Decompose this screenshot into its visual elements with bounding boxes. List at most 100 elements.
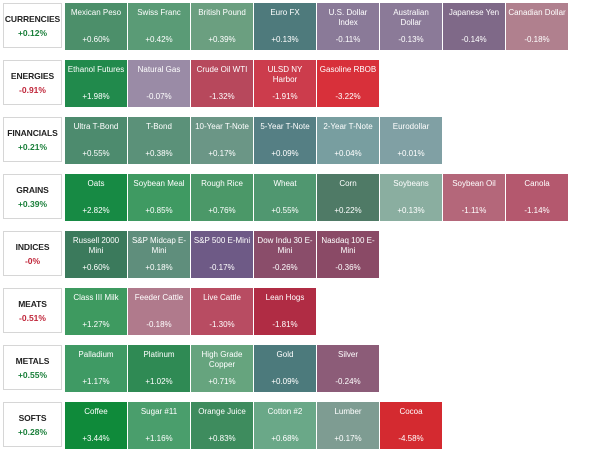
- tile-ulsd-ny-harbor[interactable]: ULSD NY Harbor -1.91%: [254, 60, 316, 107]
- group-summary[interactable]: SOFTS +0.28%: [3, 402, 62, 447]
- tile-change: +0.38%: [145, 149, 173, 158]
- tile-lumber[interactable]: Lumber +0.17%: [317, 402, 379, 449]
- tile-5-year-t-note[interactable]: 5-Year T-Note +0.09%: [254, 117, 316, 164]
- tile-name: Nasdaq 100 E-Mini: [321, 236, 375, 255]
- tile-change: +3.44%: [82, 434, 110, 443]
- tile-u-s-dollar-index[interactable]: U.S. Dollar Index -0.11%: [317, 3, 379, 50]
- group-summary[interactable]: FINANCIALS +0.21%: [3, 117, 62, 162]
- tile-change: -1.91%: [272, 92, 298, 101]
- tile-change: +0.76%: [208, 206, 236, 215]
- tile-change: -4.58%: [398, 434, 424, 443]
- tile-change: +1.98%: [82, 92, 110, 101]
- tile-ethanol-futures[interactable]: Ethanol Futures +1.98%: [65, 60, 127, 107]
- tile-name: Silver: [337, 350, 358, 359]
- tile-change: -0.36%: [335, 263, 361, 272]
- tile-name: Feeder Cattle: [134, 293, 184, 302]
- tile-name: Canola: [524, 179, 550, 188]
- group-summary[interactable]: CURRENCIES +0.12%: [3, 3, 62, 48]
- tile-name: Coffee: [84, 407, 108, 416]
- tile-silver[interactable]: Silver -0.24%: [317, 345, 379, 392]
- group-change: +0.21%: [17, 141, 48, 152]
- tile-name: Lean Hogs: [265, 293, 305, 302]
- tile-palladium[interactable]: Palladium +1.17%: [65, 345, 127, 392]
- tile-change: +0.55%: [82, 149, 110, 158]
- tile-japanese-yen[interactable]: Japanese Yen -0.14%: [443, 3, 505, 50]
- tile-change: +1.27%: [82, 320, 110, 329]
- tile-feeder-cattle[interactable]: Feeder Cattle -0.18%: [128, 288, 190, 335]
- tile-name: ULSD NY Harbor: [267, 65, 303, 84]
- tile-live-cattle[interactable]: Live Cattle -1.30%: [191, 288, 253, 335]
- tile-2-year-t-note[interactable]: 2-Year T-Note +0.04%: [317, 117, 379, 164]
- tile-class-iii-milk[interactable]: Class III Milk +1.27%: [65, 288, 127, 335]
- tile-sugar-11[interactable]: Sugar #11 +1.16%: [128, 402, 190, 449]
- tile-change: +0.55%: [271, 206, 299, 215]
- tile-rough-rice[interactable]: Rough Rice +0.76%: [191, 174, 253, 221]
- tile-australian-dollar[interactable]: Australian Dollar -0.13%: [380, 3, 442, 50]
- group-summary[interactable]: ENERGIES -0.91%: [3, 60, 62, 105]
- tile-change: +0.13%: [397, 206, 425, 215]
- group-summary[interactable]: INDICES -0%: [3, 231, 62, 276]
- tile-euro-fx[interactable]: Euro FX +0.13%: [254, 3, 316, 50]
- tile-nasdaq-100-e-mini[interactable]: Nasdaq 100 E-Mini -0.36%: [317, 231, 379, 278]
- tile-soybean-oil[interactable]: Soybean Oil -1.11%: [443, 174, 505, 221]
- tile-coffee[interactable]: Coffee +3.44%: [65, 402, 127, 449]
- tile-change: +1.02%: [145, 377, 173, 386]
- tile-name: Gold: [276, 350, 294, 359]
- tile-corn[interactable]: Corn +0.22%: [317, 174, 379, 221]
- tile-change: +2.82%: [82, 206, 110, 215]
- group-name: METALS: [15, 355, 50, 366]
- tile-eurodollar[interactable]: Eurodollar +0.01%: [380, 117, 442, 164]
- tile-cotton-2[interactable]: Cotton #2 +0.68%: [254, 402, 316, 449]
- group-name: MEATS: [18, 298, 47, 309]
- tile-name: Wheat: [273, 179, 297, 188]
- tile-russell-2000-mini[interactable]: Russell 2000 Mini +0.60%: [65, 231, 127, 278]
- tile-canadian-dollar[interactable]: Canadian Dollar -0.18%: [506, 3, 568, 50]
- tile-change: -3.22%: [335, 92, 361, 101]
- tile-natural-gas[interactable]: Natural Gas -0.07%: [128, 60, 190, 107]
- group-name: CURRENCIES: [4, 13, 61, 24]
- tile-name: Eurodollar: [392, 122, 430, 131]
- tile-wheat[interactable]: Wheat +0.55%: [254, 174, 316, 221]
- tile-gasoline-rbob[interactable]: Gasoline RBOB -3.22%: [317, 60, 379, 107]
- tile-change: +0.39%: [208, 35, 236, 44]
- tile-name: Japanese Yen: [448, 8, 500, 17]
- tile-soybean-meal[interactable]: Soybean Meal +0.85%: [128, 174, 190, 221]
- tile-gold[interactable]: Gold +0.09%: [254, 345, 316, 392]
- group-name: INDICES: [15, 241, 50, 252]
- tile-t-bond[interactable]: T-Bond +0.38%: [128, 117, 190, 164]
- tile-lean-hogs[interactable]: Lean Hogs -1.81%: [254, 288, 316, 335]
- tile-crude-oil-wti[interactable]: Crude Oil WTI -1.32%: [191, 60, 253, 107]
- tile-name: Ultra T-Bond: [73, 122, 119, 131]
- tile-change: -1.11%: [461, 206, 487, 215]
- tile-change: -0.14%: [461, 35, 487, 44]
- tile-british-pound[interactable]: British Pound +0.39%: [191, 3, 253, 50]
- tile-change: +0.85%: [145, 206, 173, 215]
- tile-s-p-500-e-mini[interactable]: S&P 500 E-Mini -0.17%: [191, 231, 253, 278]
- group-name: ENERGIES: [10, 70, 55, 81]
- tile-cocoa[interactable]: Cocoa -4.58%: [380, 402, 442, 449]
- tile-swiss-franc[interactable]: Swiss Franc +0.42%: [128, 3, 190, 50]
- tile-canola[interactable]: Canola -1.14%: [506, 174, 568, 221]
- tile-change: +1.17%: [82, 377, 110, 386]
- tile-change: -1.81%: [272, 320, 298, 329]
- tile-change: -0.18%: [146, 320, 172, 329]
- tile-ultra-t-bond[interactable]: Ultra T-Bond +0.55%: [65, 117, 127, 164]
- tile-change: +0.01%: [397, 149, 425, 158]
- tile-10-year-t-note[interactable]: 10-Year T-Note +0.17%: [191, 117, 253, 164]
- tile-mexican-peso[interactable]: Mexican Peso +0.60%: [65, 3, 127, 50]
- tile-name: Gasoline RBOB: [319, 65, 377, 74]
- group-summary[interactable]: METALS +0.55%: [3, 345, 62, 390]
- group-summary[interactable]: GRAINS +0.39%: [3, 174, 62, 219]
- tile-soybeans[interactable]: Soybeans +0.13%: [380, 174, 442, 221]
- tile-change: -0.13%: [398, 35, 424, 44]
- tile-change: +0.17%: [208, 149, 236, 158]
- tile-high-grade-copper[interactable]: High Grade Copper +0.71%: [191, 345, 253, 392]
- group-summary[interactable]: MEATS -0.51%: [3, 288, 62, 333]
- tile-dow-indu-30-e-mini[interactable]: Dow Indu 30 E-Mini -0.26%: [254, 231, 316, 278]
- tile-oats[interactable]: Oats +2.82%: [65, 174, 127, 221]
- tile-platinum[interactable]: Platinum +1.02%: [128, 345, 190, 392]
- tile-name: Rough Rice: [201, 179, 243, 188]
- tile-s-p-midcap-e-mini[interactable]: S&P Midcap E-Mini +0.18%: [128, 231, 190, 278]
- tile-change: -0.17%: [209, 263, 235, 272]
- tile-orange-juice[interactable]: Orange Juice +0.83%: [191, 402, 253, 449]
